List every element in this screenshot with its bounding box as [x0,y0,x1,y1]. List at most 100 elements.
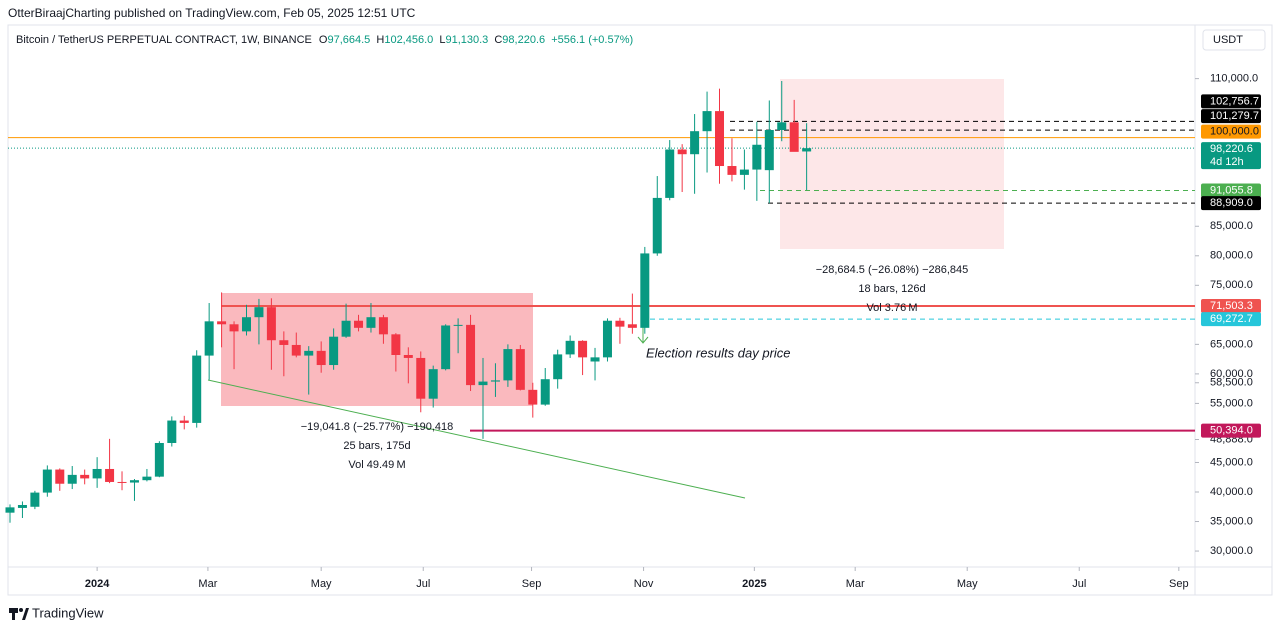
candle-body [217,321,227,325]
candle-body [441,325,451,370]
ohlc-value: 98,220.6 [502,34,545,46]
change: +556.1 (+0.57%) [551,34,633,46]
ohlc-key: C [494,34,502,46]
candle-body [167,420,177,443]
candle-body [266,307,276,341]
x-tick-label: Mar [846,578,865,590]
x-tick-label: Jul [416,578,430,590]
candle-body [279,340,289,345]
price-label: 88,909.0 [1210,197,1253,209]
measure-label: Vol 3.76 M [866,302,917,314]
candle-body [453,324,463,326]
ohlc-value: 91,130.3 [445,34,488,46]
y-tick-label: 30,000.0 [1210,545,1253,557]
candle-body [777,122,787,130]
x-tick-label: 2025 [742,578,766,590]
x-tick-label: Sep [522,578,542,590]
brand: TradingView [32,605,104,620]
measure-label: −19,041.8 (−25.77%) −190,418 [301,421,454,433]
candle-body [727,166,737,175]
price-label-bg [1201,312,1261,327]
candle-body [677,149,687,155]
y-tick-label: 110,000.0 [1210,73,1258,85]
y-tick-label: 75,000.0 [1210,279,1253,291]
candle-body [802,148,812,152]
currency-button[interactable] [1202,29,1266,51]
candle-body [55,469,65,484]
ohlc-key: L [439,34,445,46]
candle-body [179,420,189,423]
candle-body [528,389,538,405]
candle-body [117,481,127,483]
candle-body [565,340,575,355]
candle-body [665,149,675,198]
x-tick-label: Sep [1169,578,1189,590]
candle-body [640,253,650,328]
measure-label: Vol 49.49 M [348,459,405,471]
ohlc-key: H [376,34,384,46]
candle-body [378,317,388,335]
candle-body [254,307,264,318]
candle-body [428,369,438,399]
measure-label: −28,684.5 (−26.08%) −286,845 [816,264,969,276]
candle-body [329,336,339,366]
candle-body [354,320,364,328]
ohlc-key: O [319,34,328,46]
candle-body [789,122,799,152]
y-tick-label: 80,000.0 [1210,250,1253,262]
symbol: Bitcoin / TetherUS PERPETUAL CONTRACT, 1… [16,34,312,46]
candle-body [764,129,774,171]
price-label: 98,220.6 [1210,143,1253,155]
candle-body [578,340,588,358]
candle-body [192,355,202,423]
x-tick-label: Jul [1072,578,1086,590]
candle-body [540,379,550,405]
price-label: 100,000.0 [1210,126,1259,138]
candle-body [503,349,513,381]
candle-body [92,468,102,479]
candle-body [416,357,426,399]
candle-body [229,324,239,332]
x-tick-label: Nov [634,578,654,590]
y-tick-label: 35,000.0 [1210,515,1253,527]
x-tick-label: Mar [198,578,217,590]
price-label-bg [1201,142,1261,170]
candle-body [615,320,625,327]
currency-label[interactable]: USDT [1213,34,1243,46]
countdown: 4d 12h [1210,156,1244,168]
x-tick-label: May [311,578,332,590]
price-label: 71,503.3 [1210,300,1253,312]
candle-body [129,480,139,483]
logo-mark [12,612,15,620]
price-label: 91,055.8 [1210,184,1253,196]
y-tick-label: 65,000.0 [1210,338,1253,350]
candle-body [80,474,90,479]
candle-body [366,317,376,328]
measure-label: 18 bars, 126d [858,283,925,295]
publisher-line: OtterBiraajCharting published on Trading… [8,6,416,20]
price-label-bg [1201,183,1261,198]
candle-body [702,111,712,132]
candle-body [30,492,40,507]
price-label-bg [1201,298,1261,313]
logo-mark [19,608,23,612]
logo-mark [9,608,18,613]
price-label-bg [1201,94,1261,109]
x-tick-label: 2024 [85,578,110,590]
range-box [780,79,1004,249]
price-label: 50,394.0 [1210,425,1253,437]
candle-body [341,320,351,337]
symbol-legend: Bitcoin / TetherUS PERPETUAL CONTRACT, 1… [16,34,633,46]
candle-body [67,474,77,484]
candle-body [627,324,637,328]
axis-mark-label: 58,500.0 [1210,377,1253,389]
y-tick-label: 40,000.0 [1210,486,1253,498]
candle-body [490,380,500,382]
candle-body [752,144,762,170]
x-tick-label: May [957,578,978,590]
candle-body [391,334,401,355]
price-label: 101,279.7 [1210,110,1259,122]
candle-body [652,197,662,254]
